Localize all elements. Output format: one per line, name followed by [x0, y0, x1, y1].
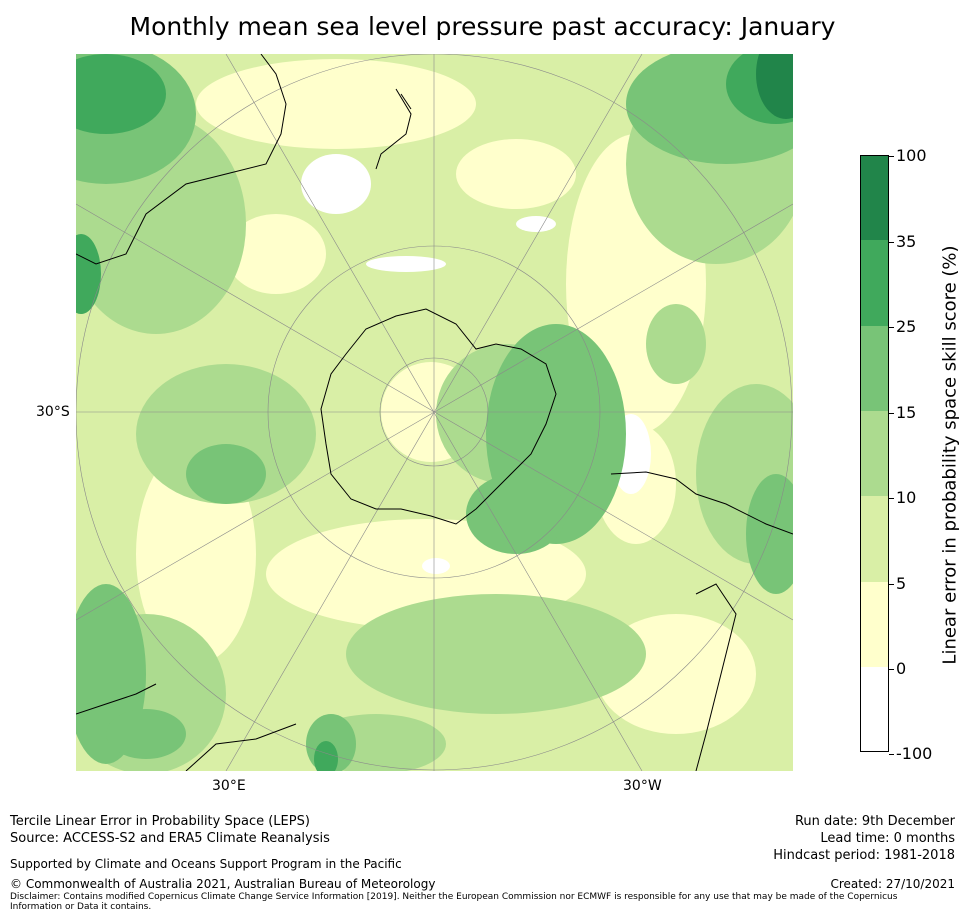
colorbar-swatch-25-35: [860, 240, 889, 326]
south-america-coast: [610, 471, 793, 771]
colorbar-tick: 15: [889, 405, 916, 421]
footer-disclaimer: Disclaimer: Contains modified Copernicus…: [10, 892, 898, 912]
colorbar-tick: 10: [889, 490, 916, 506]
africa-coast: [76, 683, 297, 771]
antarctica-coast: [320, 308, 557, 525]
lat-label-30s: 30°S: [36, 404, 70, 420]
hindcast-period: Hindcast period: 1981-2018: [773, 848, 955, 863]
colorbar: [860, 155, 889, 752]
created-date: Created: 27/10/2021: [830, 877, 955, 891]
australia-coast: [76, 54, 287, 265]
footer-method: Tercile Linear Error in Probability Spac…: [10, 814, 310, 829]
colorbar-tick: 5: [889, 576, 906, 592]
colorbar-swatch-10-15: [860, 411, 889, 496]
graticule: [76, 54, 793, 771]
skill-map-svg: [76, 54, 793, 771]
colorbar-tick: 25: [889, 319, 916, 335]
colorbar-swatch-35-100: [860, 155, 889, 240]
colorbar-tick: 100: [889, 148, 927, 164]
colorbar-swatch-neg100-0: [860, 667, 889, 752]
lon-label-30w: 30°W: [623, 778, 662, 794]
chart-title: Monthly mean sea level pressure past acc…: [129, 12, 836, 41]
colorbar-title: Linear error in probability space skill …: [939, 245, 961, 665]
coastlines: [76, 54, 793, 771]
new-zealand-coast: [375, 88, 412, 170]
footer-copyright: © Commonwealth of Australia 2021, Austra…: [10, 877, 436, 891]
lon-label-30e: 30°E: [212, 778, 246, 794]
colorbar-swatch-5-10: [860, 496, 889, 582]
polar-map: [76, 54, 793, 771]
skill-35-100-patches: [756, 54, 793, 119]
footer-source: Source: ACCESS-S2 and ERA5 Climate Reana…: [10, 831, 330, 846]
footer-support: Supported by Climate and Oceans Support …: [10, 857, 402, 871]
colorbar-tick: -100: [889, 746, 932, 762]
colorbar-tick: 0: [889, 661, 906, 677]
run-date: Run date: 9th December: [794, 814, 955, 829]
colorbar-swatch-15-25: [860, 326, 889, 411]
colorbar-tick: 35: [889, 234, 916, 250]
lead-time: Lead time: 0 months: [820, 831, 955, 846]
colorbar-swatch-0-5: [860, 582, 889, 667]
